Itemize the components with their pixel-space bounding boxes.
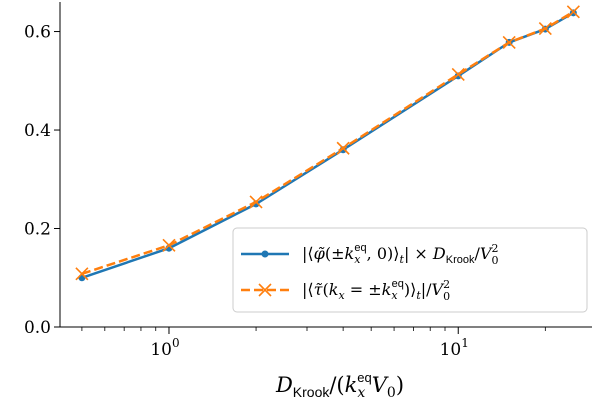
y-tick-label: 0.2 — [24, 220, 51, 240]
y-tick-label: 0.4 — [24, 121, 51, 141]
data-point-series-2 — [566, 5, 580, 19]
data-point-series-2 — [336, 141, 350, 155]
data-point-series-2 — [75, 267, 89, 281]
data-point-series-2 — [502, 35, 516, 49]
legend-label-series-1: |⟨φ̃(±kxeq, 0)⟩t| × DKrook/V2 0 — [302, 242, 498, 267]
legend-marker-series-1 — [261, 250, 269, 258]
y-tick-label: 0.0 — [24, 318, 51, 338]
y-tick-label: 0.6 — [24, 23, 51, 43]
legend-label-series-2: |⟨τ̃(kx = ±kxeq)⟩t|/V2 0 — [302, 278, 450, 303]
x-tick-label: 100 — [150, 336, 179, 360]
data-point-series-2 — [162, 238, 176, 252]
series-line-2 — [81, 10, 575, 275]
legend: |⟨φ̃(±kxeq, 0)⟩t| × DKrook/V2 0 |⟨τ̃(kx =… — [232, 227, 588, 313]
plot-area: 0.0 0.2 0.4 0.6 100 101 — [24, 2, 592, 360]
data-point-series-2 — [249, 195, 263, 209]
x-tick-label: 101 — [440, 336, 469, 360]
data-point-series-2 — [451, 67, 465, 81]
legend-frame — [232, 227, 588, 313]
data-point-series-2 — [538, 22, 552, 36]
x-axis-label: DKrook/(kxeqV0) — [275, 370, 404, 401]
legend-marker-series-2 — [258, 283, 272, 297]
